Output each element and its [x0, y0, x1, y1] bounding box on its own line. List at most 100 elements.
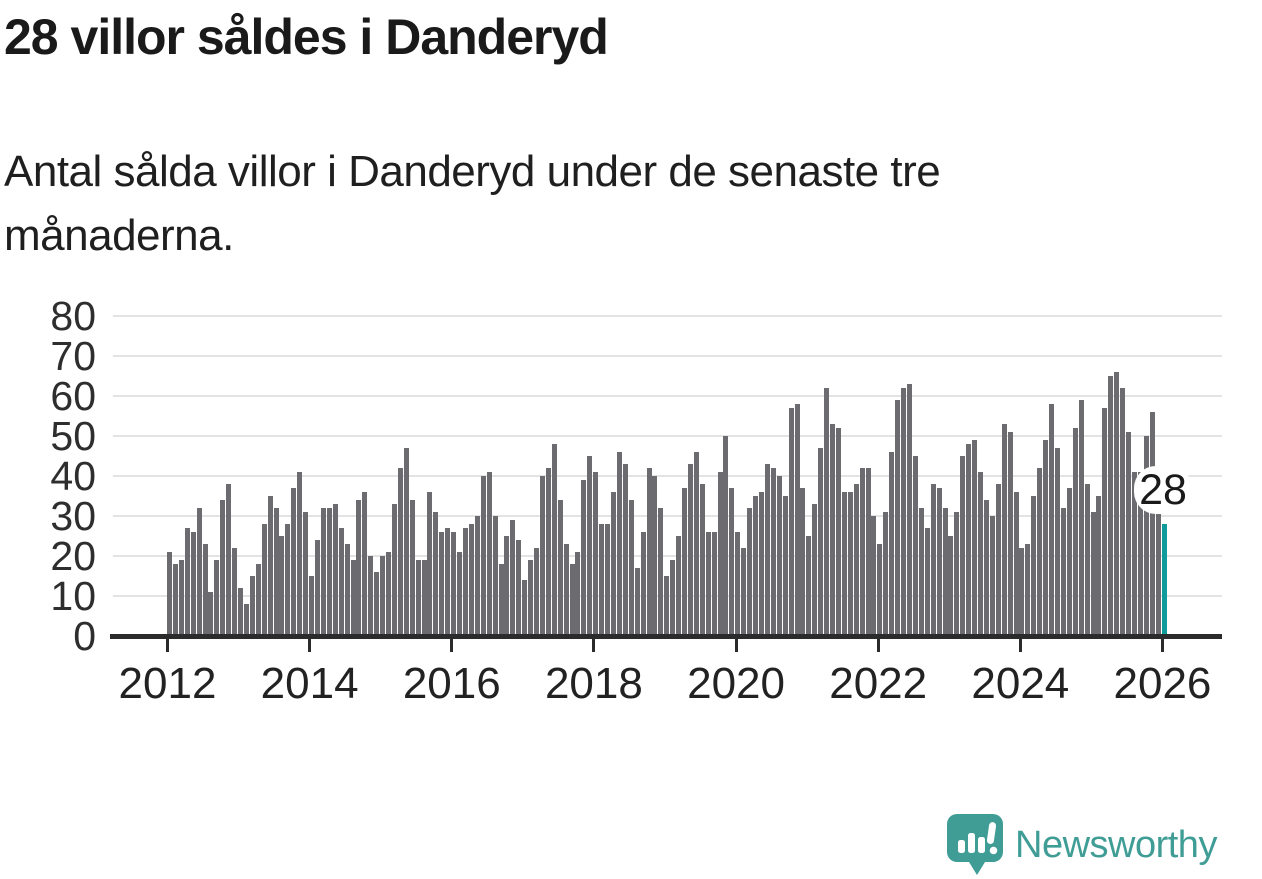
bar	[634, 568, 640, 636]
bar	[800, 488, 806, 636]
bar	[551, 444, 557, 636]
bar	[966, 444, 972, 636]
bar	[859, 468, 865, 636]
bar	[658, 508, 664, 636]
bar	[516, 540, 522, 636]
bar	[735, 532, 741, 636]
x-axis-tick	[1160, 639, 1164, 652]
bar	[818, 448, 824, 636]
y-axis-tick-label: 40	[50, 453, 96, 499]
bar	[380, 556, 386, 636]
bar	[747, 508, 753, 636]
bar	[445, 528, 451, 636]
bar	[504, 536, 510, 636]
x-axis-tick-label: 2020	[687, 659, 785, 708]
x-axis-tick-label: 2016	[402, 659, 501, 708]
bar	[983, 500, 989, 636]
bar	[593, 472, 599, 636]
bar	[587, 456, 593, 636]
bar	[368, 556, 374, 636]
bar	[386, 552, 392, 636]
bar	[989, 516, 995, 636]
bar	[1090, 512, 1096, 636]
x-axis-tick-label: 2012	[118, 659, 217, 708]
y-axis-tick-label: 0	[73, 613, 96, 659]
bar	[291, 488, 297, 636]
bar	[167, 552, 172, 636]
bar	[457, 552, 463, 636]
bar	[480, 476, 486, 636]
bar	[208, 592, 214, 636]
bar	[315, 540, 320, 636]
bar	[326, 508, 332, 636]
bar	[912, 456, 918, 636]
bar	[877, 544, 883, 636]
y-axis-tick-label: 10	[50, 573, 96, 619]
bar	[539, 476, 545, 636]
bar	[1102, 408, 1108, 636]
bar	[297, 472, 303, 636]
bar	[581, 480, 587, 636]
bar	[261, 524, 267, 636]
bar	[190, 532, 196, 636]
bar	[1013, 492, 1019, 636]
bar	[1031, 496, 1037, 636]
bar	[936, 488, 942, 636]
gridline-y-80	[113, 315, 1222, 317]
bar	[1043, 440, 1049, 636]
bar	[309, 576, 315, 636]
bar	[528, 560, 534, 636]
y-axis-tick-label: 50	[50, 413, 96, 459]
bar	[687, 464, 693, 636]
bar	[344, 544, 350, 636]
bar	[249, 576, 255, 636]
bar	[1078, 400, 1084, 636]
bar	[356, 500, 362, 636]
bar	[605, 524, 611, 636]
bar	[1149, 412, 1155, 636]
bar	[279, 536, 285, 636]
bar	[563, 544, 569, 636]
bar	[889, 452, 895, 636]
bar	[463, 528, 468, 636]
bar	[812, 504, 818, 636]
bar	[1126, 432, 1132, 636]
bar	[320, 508, 326, 636]
bar	[510, 520, 516, 636]
bar	[492, 516, 498, 636]
bar	[705, 532, 711, 636]
bar	[611, 492, 616, 636]
bar	[522, 580, 528, 636]
bar	[1055, 448, 1060, 636]
bar	[273, 508, 279, 636]
bar	[948, 536, 954, 636]
bar	[753, 496, 759, 636]
bar	[267, 496, 273, 636]
chart-subtitle: Antal sålda villor i Danderyd under de s…	[4, 147, 941, 260]
bar	[806, 536, 812, 636]
bar	[196, 508, 202, 636]
bar	[664, 576, 670, 636]
bar	[374, 572, 380, 636]
bar	[285, 524, 291, 636]
bar	[238, 588, 244, 636]
bar	[409, 500, 415, 636]
bar	[178, 560, 184, 636]
bar	[391, 504, 397, 636]
bar	[427, 492, 433, 636]
bar	[421, 560, 427, 636]
bar	[214, 560, 220, 636]
bar	[557, 500, 563, 636]
bar	[1137, 472, 1143, 636]
bar	[616, 452, 622, 636]
bar	[901, 388, 907, 636]
bar	[1120, 388, 1126, 636]
bar	[575, 552, 581, 636]
highlighted-bar	[1161, 524, 1167, 636]
x-axis-tick-label: 2014	[260, 659, 359, 708]
bar	[451, 532, 457, 636]
bar	[764, 464, 770, 636]
bar	[498, 564, 504, 636]
bar	[699, 484, 705, 636]
